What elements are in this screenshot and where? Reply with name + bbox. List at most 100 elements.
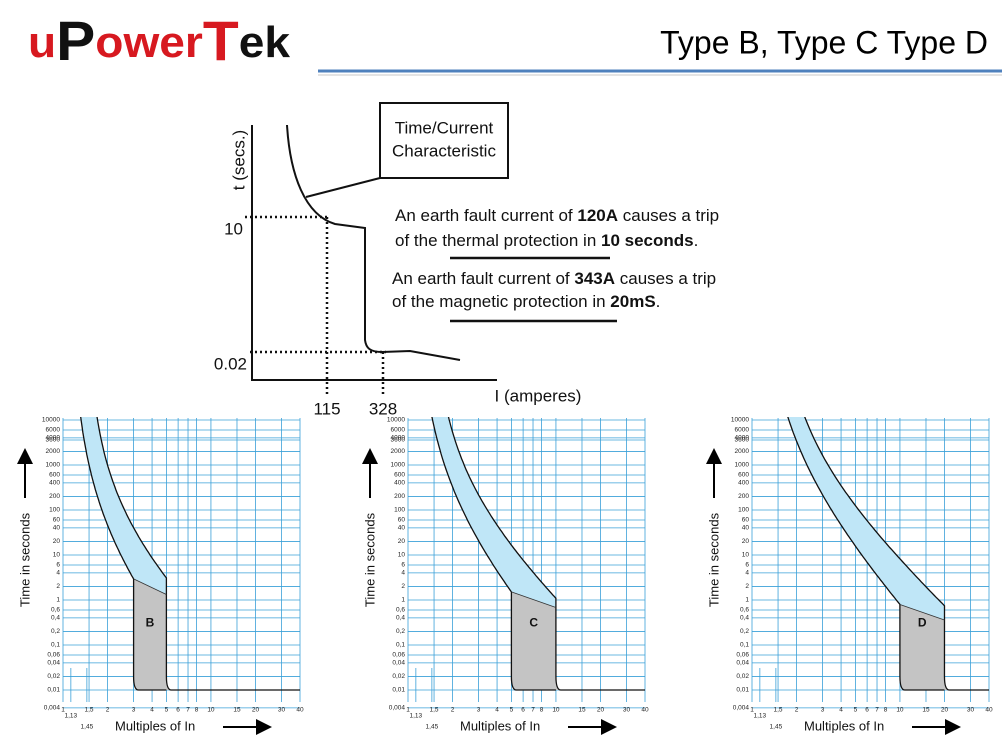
y-tick-label: 40 [398, 525, 406, 532]
x-tick-label: 4 [495, 707, 499, 714]
slide-title: Type B, Type C Type D [660, 24, 988, 60]
divider [511, 591, 557, 608]
curve-group [787, 417, 989, 691]
y-tick-label: 200 [394, 493, 405, 500]
x-tick-label: 10 [896, 707, 904, 714]
x-tick-label: 20 [597, 707, 605, 714]
x-tick-label: 30 [623, 707, 631, 714]
y-tick-label: 20 [742, 538, 750, 545]
note-text: of the magnetic protection in [392, 292, 610, 311]
y-tick-label: 0,01 [392, 687, 405, 694]
box-text: Time/Current [395, 118, 494, 137]
curve-letter: C [529, 616, 538, 630]
y-axis-label: Time in seconds [706, 512, 721, 607]
note-text: causes a trip [615, 269, 716, 288]
y-tick-label: 20 [398, 538, 406, 545]
x-tick-label: 15 [233, 707, 241, 714]
curve-letter: D [918, 616, 927, 630]
note-text: An earth fault current of [392, 269, 574, 288]
trip-panel: 1000060004000360020001000600400200100604… [17, 417, 304, 735]
y-tick-label: 600 [49, 472, 60, 479]
y-tick-label: 4 [401, 570, 405, 577]
y-tick-label: 400 [49, 480, 60, 487]
y-tick-label: 0.02 [214, 354, 247, 373]
logo: uPowerTek [28, 9, 291, 72]
x-tick-label: 3 [477, 707, 481, 714]
y-tick-label: 0,06 [47, 652, 60, 659]
logo-part: ower [95, 18, 203, 67]
y-tick-label: 0,02 [736, 673, 749, 680]
x-tick-label: 6 [521, 707, 525, 714]
x-tick-label: 8 [540, 707, 544, 714]
trip-panel: 1000060004000360020001000600400200100604… [706, 417, 993, 735]
x-tick-label: 3 [132, 707, 136, 714]
y-tick-label: 0,004 [733, 705, 750, 712]
y-tick-label: 1 [401, 597, 405, 604]
y-tick-label: 4 [56, 570, 60, 577]
y-tick-label: 2 [401, 583, 405, 590]
y-tick-label: 400 [394, 480, 405, 487]
y-tick-label: 6 [56, 562, 60, 569]
x-tick-label: 8 [884, 707, 888, 714]
y-tick-label: 6 [401, 562, 405, 569]
thermal-band [80, 417, 167, 595]
note-text: 20mS [610, 292, 655, 311]
x-tick-label: 1,13 [410, 713, 423, 720]
x-tick-label: 20 [941, 707, 949, 714]
divider [133, 578, 167, 595]
x-tick-label: 1,5 [774, 707, 783, 714]
note-text: 10 seconds [601, 231, 694, 250]
y-tick-label: 60 [742, 517, 750, 524]
y-tick-label: 6000 [391, 427, 406, 434]
note-line: An earth fault current of 343A causes a … [392, 269, 716, 288]
y-tick-label: 0,04 [736, 660, 749, 667]
x-tick-label: 7 [186, 707, 190, 714]
y-tick-label: 6000 [735, 427, 750, 434]
y-tick-label: 0,1 [51, 642, 60, 649]
y-tick-label: 2000 [391, 448, 406, 455]
note-text: causes a trip [618, 206, 719, 225]
logo-part: ek [239, 18, 291, 67]
x-tick-label: 4 [839, 707, 843, 714]
y-tick-label: 0,06 [392, 652, 405, 659]
x-tick-label: 328 [369, 399, 397, 418]
logo-part: u [28, 18, 56, 67]
y-tick-label: 3600 [391, 437, 406, 444]
y-tick-label: 1 [745, 597, 749, 604]
x-tick-label: 40 [296, 707, 304, 714]
magnetic-band [511, 591, 561, 690]
y-tick-label: 0,02 [47, 673, 60, 680]
y-axis-label: Time in seconds [17, 512, 32, 607]
y-tick-label: 1 [56, 597, 60, 604]
note-line: of the thermal protection in 10 seconds. [395, 231, 698, 250]
thermal-band [431, 417, 556, 608]
y-tick-label: 10 [742, 552, 750, 559]
y-axis-label: Time in seconds [362, 512, 377, 607]
x-tick-label: 30 [278, 707, 286, 714]
upper-curve [447, 417, 645, 691]
x-tick-label: 40 [985, 707, 993, 714]
box-text: Characteristic [392, 141, 496, 160]
note-line: of the magnetic protection in 20mS. [392, 292, 660, 311]
note-text: 343A [574, 269, 615, 288]
y-tick-label: 0,6 [51, 607, 60, 614]
x-tick-label: 1 [61, 707, 65, 714]
y-tick-label: 3600 [735, 437, 750, 444]
x-axis-label: I (amperes) [495, 386, 582, 405]
y-tick-label: 100 [738, 507, 749, 514]
x-tick-label: 1 [406, 707, 410, 714]
trip-panel: 1000060004000360020001000600400200100604… [362, 417, 649, 735]
x-tick-label: 1 [750, 707, 754, 714]
y-tick-label: 0,6 [396, 607, 405, 614]
y-tick-label: 1000 [46, 462, 61, 469]
logo-part: T [203, 9, 239, 72]
note-text: An earth fault current of [395, 206, 577, 225]
characteristic-diagram [245, 102, 617, 396]
x-tick-label: 2 [795, 707, 799, 714]
upper-curve [96, 417, 300, 691]
y-tick-label: 60 [53, 517, 61, 524]
x-axis-label: Multiples of In [115, 718, 195, 733]
y-tick-label: 0,2 [740, 628, 749, 635]
x-tick-label: 6 [176, 707, 180, 714]
y-tick-label: 200 [738, 493, 749, 500]
